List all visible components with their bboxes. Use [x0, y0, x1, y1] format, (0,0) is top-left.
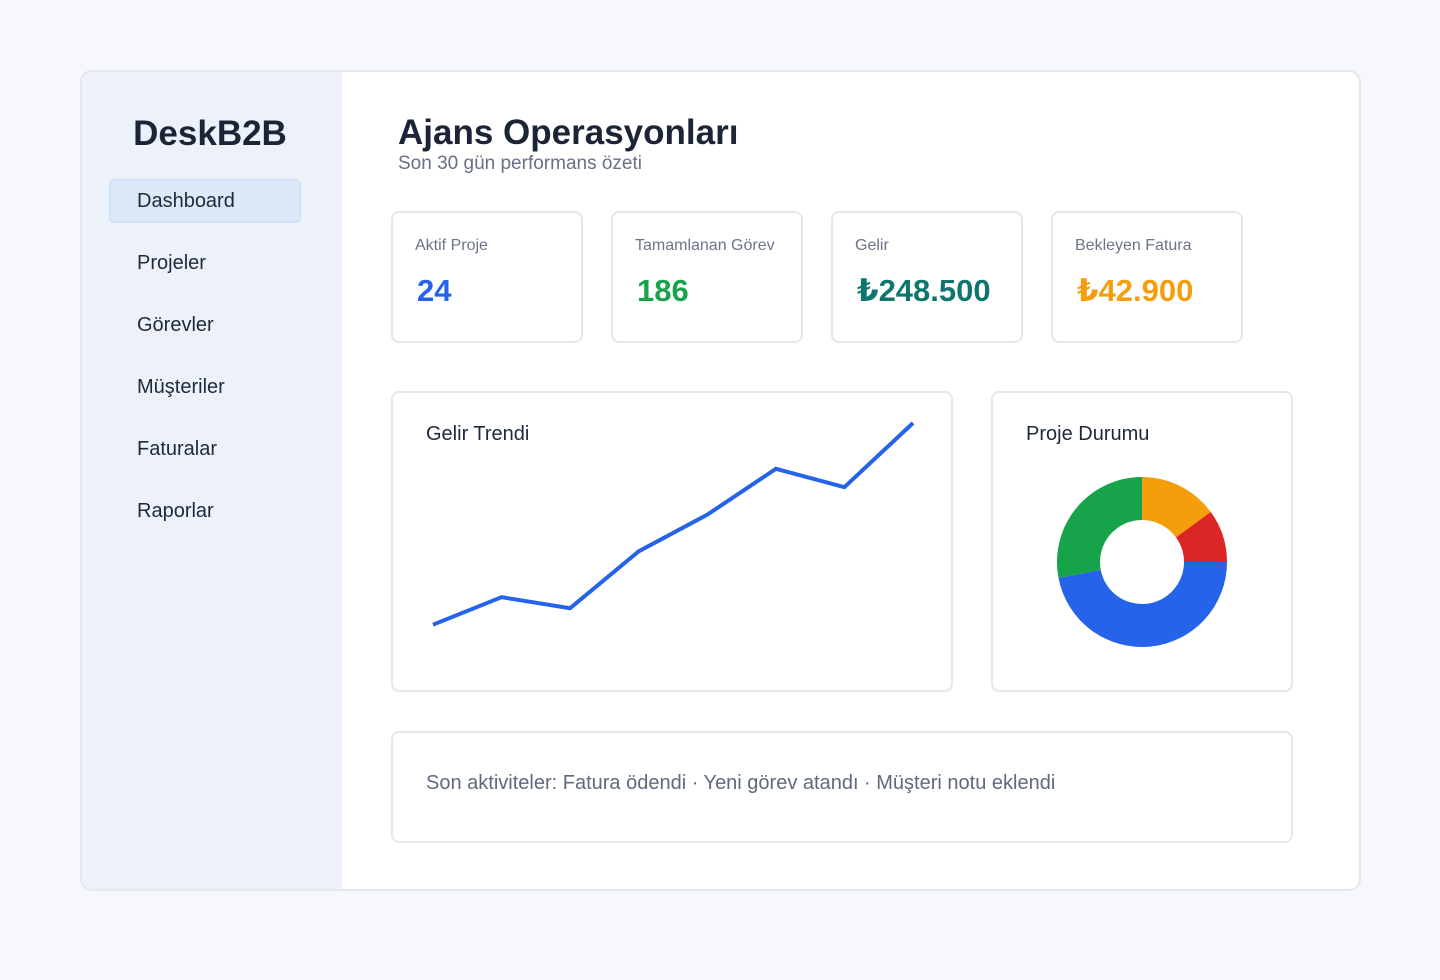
page-subtitle: Son 30 gün performans özeti [398, 153, 642, 174]
stat-value: 186 [637, 273, 689, 308]
stat-value: ₺248.500 [857, 273, 991, 308]
sidebar-item-projeler[interactable]: Projeler [137, 251, 206, 274]
stat-card-revenue[interactable]: Gelir ₺248.500 [831, 211, 1023, 343]
stat-label: Gelir [855, 237, 889, 254]
stat-card-pending-invoices[interactable]: Bekleyen Fatura ₺42.900 [1051, 211, 1243, 343]
stat-value: ₺42.900 [1077, 273, 1194, 308]
recent-activity-card: Son aktiviteler: Fatura ödendi · Yeni gö… [391, 731, 1293, 843]
sidebar-item-gorevler[interactable]: Görevler [137, 313, 214, 336]
project-status-card: Proje Durumu [991, 391, 1293, 692]
sidebar-item-faturalar[interactable]: Faturalar [137, 437, 218, 460]
brand-logo: DeskB2B [133, 114, 287, 153]
stat-label: Bekleyen Fatura [1075, 237, 1192, 254]
revenue-line-chart [432, 421, 915, 627]
app-window: DeskB2B Dashboard Projeler Görevler Müşt… [80, 70, 1361, 891]
stat-label: Aktif Proje [415, 237, 488, 254]
donut-slice-0 [1058, 562, 1227, 647]
revenue-trend-card: Gelir Trendi [391, 391, 953, 692]
project-status-title: Proje Durumu [1026, 423, 1150, 445]
project-status-donut-chart [1057, 477, 1227, 647]
stat-value: 24 [417, 273, 452, 308]
donut-slice-1 [1057, 477, 1142, 578]
recent-activity-text: Son aktiviteler: Fatura ödendi · Yeni gö… [426, 772, 1056, 794]
page-title: Ajans Operasyonları [398, 113, 739, 152]
revenue-trend-title: Gelir Trendi [426, 423, 530, 445]
sidebar-nav: Dashboard Projeler Görevler Müşteriler F… [109, 179, 301, 551]
donut-slice-3 [1175, 512, 1227, 562]
donut-slice-2 [1142, 477, 1211, 538]
main-content: Ajans Operasyonları Son 30 gün performan… [342, 72, 1359, 889]
revenue-trend-line [432, 421, 915, 627]
sidebar-item-musteriler[interactable]: Müşteriler [137, 375, 225, 398]
stat-card-active-projects[interactable]: Aktif Proje 24 [391, 211, 583, 343]
stat-label: Tamamlanan Görev [635, 237, 775, 254]
stat-card-completed-tasks[interactable]: Tamamlanan Görev 186 [611, 211, 803, 343]
sidebar: DeskB2B Dashboard Projeler Görevler Müşt… [82, 72, 342, 889]
sidebar-item-dashboard[interactable]: Dashboard [109, 179, 301, 223]
sidebar-item-raporlar[interactable]: Raporlar [137, 499, 214, 522]
